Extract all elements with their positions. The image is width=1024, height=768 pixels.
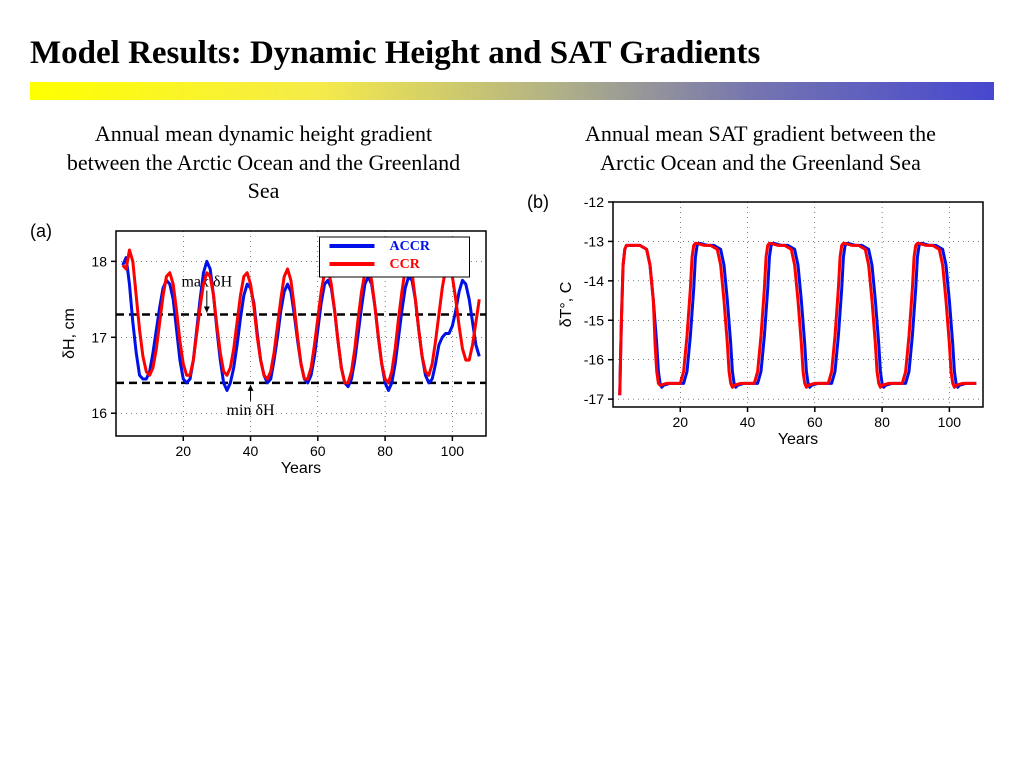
chart-a: max δHmin δH20406080100161718YearsδH, cm… [56, 221, 496, 481]
panel-a-label: (a) [30, 221, 52, 242]
panel-b: Annual mean SAT gradient between the Arc… [527, 120, 994, 481]
panel-b-subtitle: Annual mean SAT gradient between the Arc… [561, 120, 961, 177]
panel-a: Annual mean dynamic height gradient betw… [30, 120, 497, 481]
svg-text:100: 100 [938, 414, 962, 430]
panel-b-label: (b) [527, 192, 549, 213]
svg-text:80: 80 [377, 443, 393, 459]
svg-text:-15: -15 [584, 312, 604, 328]
svg-text:CCR: CCR [390, 257, 421, 272]
svg-text:100: 100 [441, 443, 465, 459]
svg-text:Years: Years [281, 460, 321, 477]
svg-text:δT°, C: δT°, C [558, 282, 575, 328]
svg-text:18: 18 [91, 253, 107, 269]
svg-text:min δH: min δH [227, 402, 275, 419]
svg-text:60: 60 [310, 443, 326, 459]
svg-text:-16: -16 [584, 352, 604, 368]
svg-text:-12: -12 [584, 194, 604, 210]
svg-text:80: 80 [874, 414, 890, 430]
svg-text:40: 40 [740, 414, 756, 430]
gradient-bar [30, 82, 994, 100]
svg-text:16: 16 [91, 405, 107, 421]
svg-text:40: 40 [243, 443, 259, 459]
svg-text:δH, cm: δH, cm [61, 308, 78, 359]
svg-text:-14: -14 [584, 273, 604, 289]
svg-text:60: 60 [807, 414, 823, 430]
svg-text:20: 20 [672, 414, 688, 430]
svg-text:ACCR: ACCR [390, 239, 431, 254]
page-title: Model Results: Dynamic Height and SAT Gr… [30, 35, 994, 72]
svg-text:-13: -13 [584, 234, 604, 250]
svg-text:17: 17 [91, 329, 107, 345]
svg-text:-17: -17 [584, 391, 604, 407]
chart-b: 20 40 60 80 100 -17 -16 -15 -14 -13 -12 Years δT°, C [553, 192, 993, 452]
svg-text:20: 20 [175, 443, 191, 459]
svg-text:Years: Years [778, 431, 818, 448]
panel-a-subtitle: Annual mean dynamic height gradient betw… [64, 120, 464, 206]
